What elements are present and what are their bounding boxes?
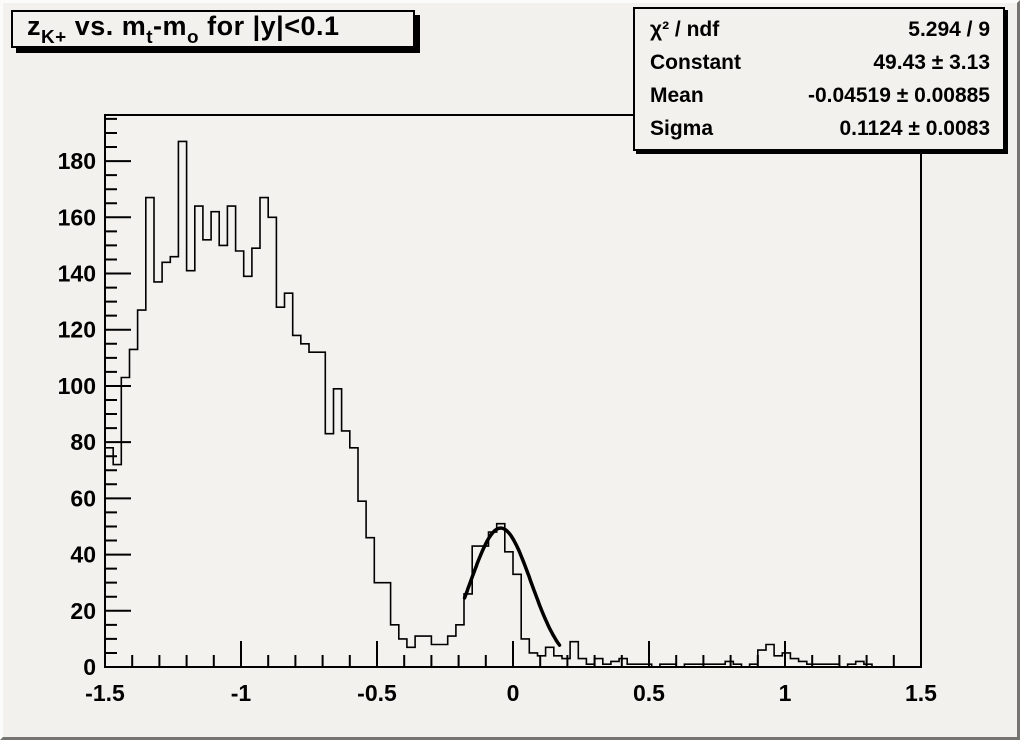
stat-label: Sigma — [650, 116, 714, 140]
x-axis-tick-labels: -1.5 -1 -0.5 0 0.5 1 1.5 — [85, 680, 937, 706]
stat-row: χ² / ndf 5.294 / 9 — [635, 18, 1003, 41]
x-tick-label: 0.5 — [633, 680, 665, 706]
y-tick-label: 60 — [70, 485, 96, 511]
y-tick-label: 140 — [58, 261, 96, 287]
y-tick-label: 120 — [58, 317, 96, 343]
title-segment: z — [27, 10, 41, 41]
stat-label: Mean — [650, 83, 704, 107]
y-tick-label: 20 — [70, 598, 96, 624]
y-tick-label: 160 — [58, 204, 96, 230]
stat-value: 5.294 / 9 — [908, 17, 990, 41]
histogram-step-line — [104, 140, 921, 668]
fit-stats-box[interactable]: χ² / ndf 5.294 / 9 Constant 49.43 ± 3.13 Mea… — [633, 7, 1005, 151]
gaussian-fit-curve — [462, 526, 562, 647]
title-box[interactable]: zK+ vs. mt-mo for |y|<0.1 — [11, 10, 415, 48]
y-tick-label: 80 — [70, 429, 96, 455]
y-tick-label: 100 — [58, 373, 96, 399]
y-tick-label: 180 — [58, 148, 96, 174]
stat-value: -0.04519 ± 0.00885 — [807, 83, 990, 107]
x-tick-label: 1 — [779, 680, 792, 706]
title-segment: -m — [153, 10, 188, 41]
stat-row: Constant 49.43 ± 3.13 — [635, 51, 1003, 74]
stat-row: Mean -0.04519 ± 0.00885 — [635, 84, 1003, 107]
title-segment: t — [146, 27, 154, 49]
stat-label: Constant — [650, 50, 741, 74]
histogram-plot: -1.5 -1 -0.5 0 0.5 1 1.5 0 20 40 60 80 100 120 140 160… — [58, 114, 937, 706]
title-segment: K+ — [41, 27, 67, 49]
title-segment: o — [187, 27, 200, 49]
stat-value: 49.43 ± 3.13 — [873, 50, 990, 74]
stat-row: Sigma 0.1124 ± 0.0083 — [635, 117, 1003, 140]
x-tick-label: -0.5 — [357, 680, 397, 706]
x-tick-label: 0 — [507, 680, 520, 706]
title-segment: vs. m — [66, 10, 147, 41]
y-tick-label: 40 — [70, 542, 96, 568]
y-tick-label: 0 — [83, 654, 96, 680]
stat-value: 0.1124 ± 0.0083 — [839, 116, 991, 140]
x-tick-label: -1.5 — [85, 680, 125, 706]
plot-title: zK+ vs. mt-mo for |y|<0.1 — [27, 10, 340, 49]
y-axis-tick-labels: 0 20 40 60 80 100 120 140 160 180 — [58, 148, 96, 680]
x-tick-label: -1 — [231, 680, 252, 706]
x-tick-label: 1.5 — [905, 680, 937, 706]
title-segment: for |y|<0.1 — [199, 10, 340, 41]
plot-frame — [104, 114, 922, 668]
stat-label: χ² / ndf — [650, 17, 720, 41]
